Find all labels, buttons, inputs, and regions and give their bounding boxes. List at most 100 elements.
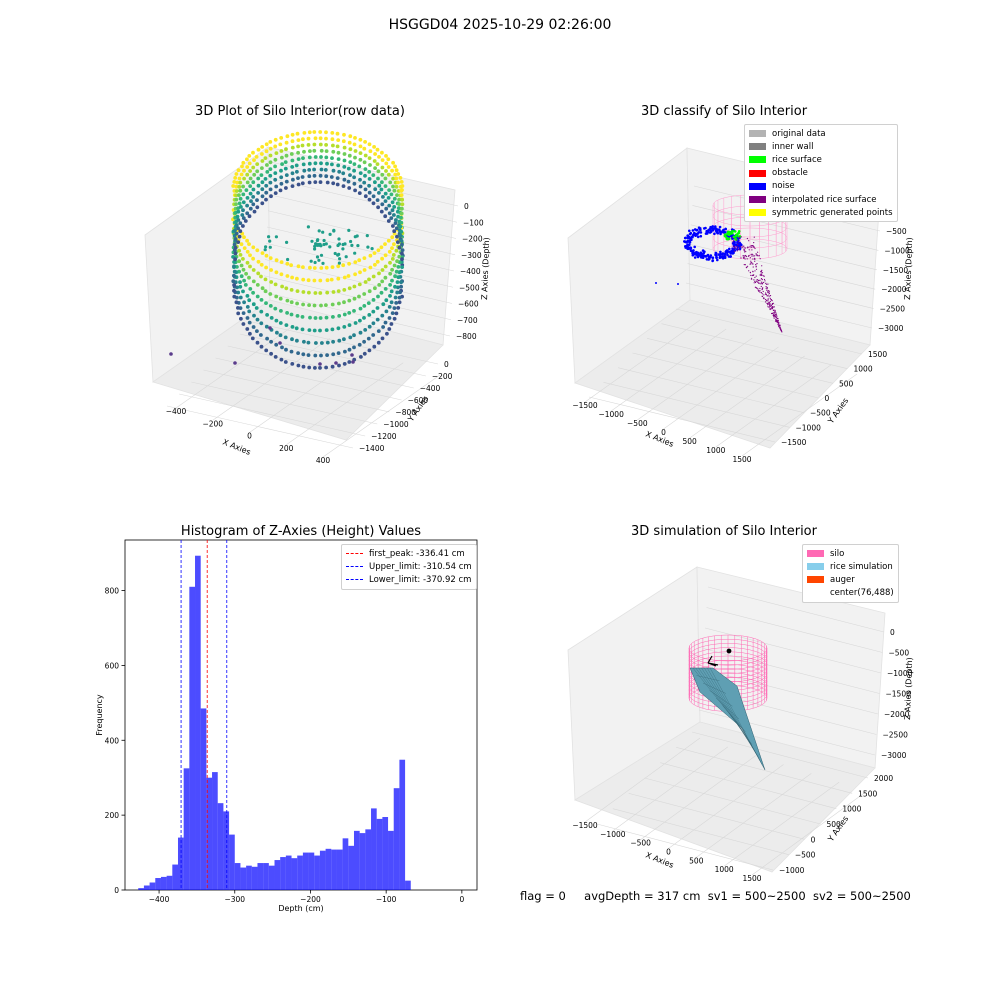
raw-point [362,351,367,356]
raw-point [284,286,289,291]
raw-point [399,211,404,216]
raw-point [307,155,312,160]
raw-point [336,264,341,269]
rice-surface-point [726,237,730,241]
raw-point [255,317,260,322]
interpolated-point [752,258,754,260]
noise-point [693,253,697,256]
raw-point [268,245,272,249]
raw-point [269,268,273,272]
raw-point [330,131,335,135]
raw-outlier-point [233,361,237,365]
raw-point [329,175,334,179]
legend-label: silo [830,548,845,559]
raw-point [273,144,278,149]
raw-outlier-point [318,362,322,366]
raw-point [318,130,323,134]
raw-point [260,251,265,256]
interpolated-point [772,302,775,304]
raw-point [396,214,400,219]
interpolated-point [759,291,761,293]
raw-point [352,296,357,301]
raw-point [391,176,395,181]
raw-point [392,242,396,247]
raw-point [296,351,300,355]
raw-point [377,183,382,188]
interpolated-point [762,275,765,277]
raw-point [367,142,372,147]
raw-point [265,163,269,167]
raw-point [389,289,394,294]
raw-point [400,184,405,188]
noise-point [686,247,689,251]
raw-point [285,311,289,315]
noise-point [703,250,706,253]
raw-point [398,233,403,238]
raw-point [371,201,376,206]
raw-point [342,337,346,342]
raw-point [252,172,257,177]
raw-point [362,256,367,260]
simulation-x-tick-label: 1000 [715,865,734,874]
raw-point [396,275,401,280]
raw-point [251,256,256,261]
raw-point [294,326,299,331]
raw-point [284,323,289,327]
noise-point [683,240,687,243]
raw-point [371,333,376,337]
raw-point [397,295,402,300]
raw-point [264,190,269,195]
raw-point [232,242,237,247]
raw-point [231,279,236,284]
raw-point [238,295,243,300]
raw-point [240,164,244,169]
raw-point [347,140,352,145]
raw-point [392,229,397,234]
raw-point [363,280,368,284]
raw-point [373,262,377,267]
raw-point [352,333,356,338]
simulation-y-tick-label: 2000 [874,774,893,783]
raw-point [347,360,352,364]
raw-point [285,298,290,303]
raw-point [336,326,341,331]
raw-point [348,173,352,178]
raw-point [245,249,250,254]
raw-point [342,158,347,163]
raw-point [383,191,388,196]
raw-point [371,321,376,326]
raw-point [395,290,400,295]
raw-point [255,205,260,210]
status-line: flag = 0 avgDepth = 317 cm sv1 = 500~250… [520,889,911,903]
raw-point [400,251,404,256]
raw-point [251,187,256,192]
raw-point [350,243,354,247]
raw-point [248,169,253,173]
raw-point [368,163,372,167]
noise-point [729,255,732,258]
raw-point [366,336,371,341]
raw-point [237,193,241,198]
raw-point [279,272,284,277]
raw-point [241,160,246,165]
raw-point [391,160,395,165]
raw-point [255,169,260,174]
noise-point [696,235,700,239]
interpolated-point [753,282,755,284]
raw-y-tick-label: −1200 [371,432,397,441]
raw-point [357,191,362,196]
raw-point [255,294,260,299]
raw-point [235,180,240,185]
interpolated-point [749,263,751,265]
raw-point [400,202,405,207]
raw-point [259,344,264,349]
raw-point [352,168,356,173]
raw-point [306,136,311,141]
raw-point [251,279,256,284]
raw-point [296,176,300,181]
raw-point [353,188,357,193]
raw-point [317,258,321,262]
raw-point [289,288,294,292]
raw-point [275,330,279,335]
raw-point [324,315,329,320]
